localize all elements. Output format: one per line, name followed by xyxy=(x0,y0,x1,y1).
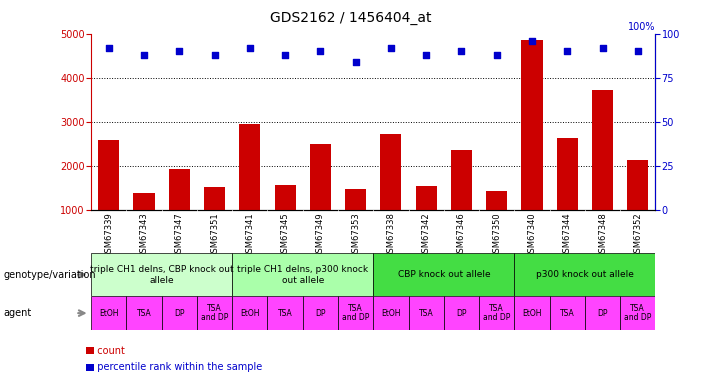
Text: triple CH1 delns, CBP knock out
allele: triple CH1 delns, CBP knock out allele xyxy=(90,265,233,285)
Bar xyxy=(416,186,437,210)
Bar xyxy=(451,150,472,210)
Point xyxy=(562,48,573,54)
Point xyxy=(350,59,361,65)
Text: TSA
and DP: TSA and DP xyxy=(483,304,510,322)
Bar xyxy=(275,185,296,210)
Point xyxy=(280,52,291,58)
Text: percentile rank within the sample: percentile rank within the sample xyxy=(91,363,262,372)
Bar xyxy=(169,170,190,210)
Point xyxy=(315,48,326,54)
Point xyxy=(138,52,149,58)
Text: DP: DP xyxy=(174,309,184,318)
Text: TSA
and DP: TSA and DP xyxy=(624,304,651,322)
Bar xyxy=(126,296,162,330)
Text: TSA: TSA xyxy=(137,309,151,318)
Text: count: count xyxy=(91,346,125,355)
Text: GSM67350: GSM67350 xyxy=(492,212,501,258)
Point xyxy=(103,45,114,51)
Bar xyxy=(515,296,550,330)
Bar xyxy=(515,253,655,296)
Point xyxy=(421,52,432,58)
Point xyxy=(174,48,185,54)
Point xyxy=(597,45,608,51)
Text: p300 knock out allele: p300 knock out allele xyxy=(536,270,634,279)
Bar xyxy=(303,296,338,330)
Text: genotype/variation: genotype/variation xyxy=(4,270,96,280)
Text: GSM67347: GSM67347 xyxy=(175,212,184,258)
Text: GSM67345: GSM67345 xyxy=(280,212,290,258)
Text: GSM67353: GSM67353 xyxy=(351,212,360,258)
Bar xyxy=(239,124,261,210)
Text: EtOH: EtOH xyxy=(99,309,118,318)
Text: GSM67341: GSM67341 xyxy=(245,212,254,258)
Text: GSM67346: GSM67346 xyxy=(457,212,466,258)
Bar xyxy=(338,296,374,330)
Bar xyxy=(374,296,409,330)
Text: agent: agent xyxy=(4,308,32,318)
Text: TSA: TSA xyxy=(278,309,292,318)
Bar xyxy=(197,296,232,330)
Bar xyxy=(98,140,119,210)
Text: TSA
and DP: TSA and DP xyxy=(201,304,229,322)
Bar xyxy=(585,296,620,330)
Bar xyxy=(232,296,268,330)
Bar xyxy=(310,144,331,210)
Bar xyxy=(162,296,197,330)
Point xyxy=(244,45,255,51)
Bar xyxy=(204,187,225,210)
Point xyxy=(632,48,644,54)
Text: TSA: TSA xyxy=(418,309,433,318)
Text: GSM67339: GSM67339 xyxy=(104,212,114,258)
Bar xyxy=(550,296,585,330)
Bar xyxy=(627,160,648,210)
Point xyxy=(526,38,538,44)
Text: EtOH: EtOH xyxy=(381,309,401,318)
Text: EtOH: EtOH xyxy=(522,309,542,318)
Bar xyxy=(557,138,578,210)
Bar xyxy=(268,296,303,330)
Bar xyxy=(91,253,232,296)
Bar xyxy=(345,189,366,210)
Text: EtOH: EtOH xyxy=(240,309,259,318)
Text: 100%: 100% xyxy=(628,22,655,32)
Text: GSM67351: GSM67351 xyxy=(210,212,219,258)
Bar xyxy=(592,90,613,210)
Bar xyxy=(133,193,155,210)
Text: DP: DP xyxy=(597,309,608,318)
Bar xyxy=(374,253,515,296)
Bar xyxy=(409,296,444,330)
Text: GSM67340: GSM67340 xyxy=(527,212,536,258)
Bar xyxy=(479,296,515,330)
Text: GDS2162 / 1456404_at: GDS2162 / 1456404_at xyxy=(270,11,431,25)
Bar xyxy=(381,134,402,210)
Text: DP: DP xyxy=(456,309,467,318)
Bar xyxy=(91,296,126,330)
Text: GSM67342: GSM67342 xyxy=(422,212,430,258)
Bar xyxy=(444,296,479,330)
Text: GSM67349: GSM67349 xyxy=(316,212,325,258)
Bar xyxy=(522,40,543,210)
Bar xyxy=(620,296,655,330)
Text: triple CH1 delns, p300 knock
out allele: triple CH1 delns, p300 knock out allele xyxy=(237,265,368,285)
Point xyxy=(386,45,397,51)
Text: DP: DP xyxy=(315,309,326,318)
Text: CBP knock out allele: CBP knock out allele xyxy=(397,270,490,279)
Point xyxy=(491,52,503,58)
Text: TSA
and DP: TSA and DP xyxy=(342,304,369,322)
Text: GSM67348: GSM67348 xyxy=(598,212,607,258)
Bar xyxy=(486,190,508,210)
Text: GSM67352: GSM67352 xyxy=(633,212,642,258)
Text: GSM67343: GSM67343 xyxy=(139,212,149,258)
Text: GSM67338: GSM67338 xyxy=(386,212,395,258)
Point xyxy=(209,52,220,58)
Bar xyxy=(232,253,374,296)
Text: GSM67344: GSM67344 xyxy=(563,212,572,258)
Text: TSA: TSA xyxy=(560,309,575,318)
Point xyxy=(456,48,467,54)
